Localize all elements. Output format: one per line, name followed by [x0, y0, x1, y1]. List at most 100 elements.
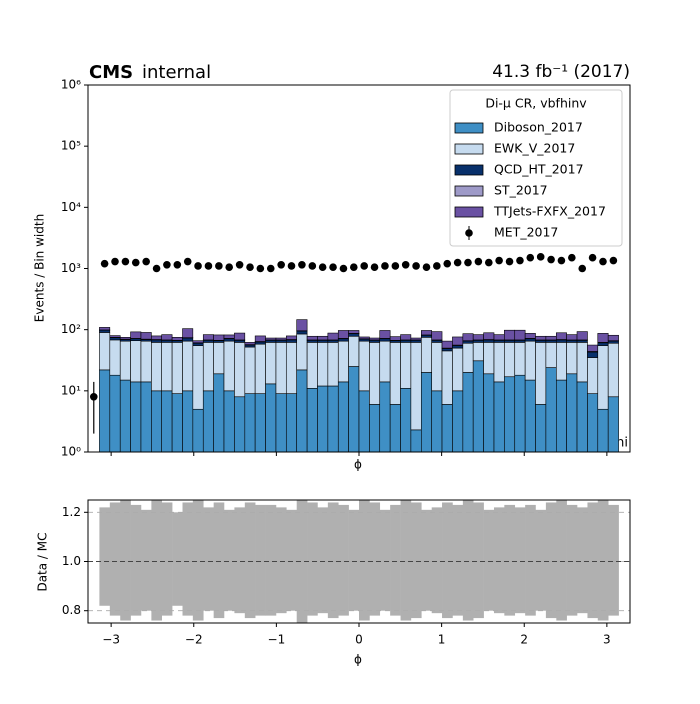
stack-bar — [494, 335, 504, 340]
data-point — [153, 265, 161, 273]
y-tick-label: 10⁵ — [61, 139, 81, 153]
stack-bar — [380, 330, 390, 338]
stack-bar — [317, 342, 327, 386]
stack-bar — [99, 327, 109, 330]
stack-bar — [442, 351, 452, 405]
stack-bar — [338, 382, 348, 452]
uncertainty-band — [349, 510, 360, 611]
stack-bar — [608, 397, 618, 452]
stack-bar — [577, 382, 587, 452]
uncertainty-band — [183, 502, 194, 615]
x-tick-label: 2 — [520, 633, 528, 647]
stack-bar — [162, 342, 172, 390]
stack-bar — [421, 337, 431, 372]
stack-bar — [421, 372, 431, 452]
stack-bar — [452, 391, 462, 452]
uncertainty-band — [535, 510, 546, 611]
stack-bar — [276, 340, 286, 342]
x-tick-label: −3 — [102, 633, 120, 647]
legend-label: EWK_V_2017 — [494, 141, 575, 156]
stack-bar — [411, 340, 421, 342]
stack-bar — [151, 340, 161, 342]
stack-bar — [172, 394, 182, 452]
stack-bar — [608, 341, 618, 343]
stack-bar — [359, 341, 369, 391]
stack-bar — [172, 342, 182, 393]
uncertainty-band — [203, 507, 214, 610]
data-point — [122, 258, 130, 266]
stack-bar — [224, 339, 234, 341]
stack-bar — [411, 338, 421, 340]
lumi-label: 41.3 fb⁻¹ (2017) — [492, 62, 630, 82]
stack-bar — [494, 340, 504, 342]
stack-bar — [432, 340, 442, 342]
stack-bar — [276, 394, 286, 452]
uncertainty-band — [131, 505, 142, 616]
stack-bar — [359, 391, 369, 452]
stack-bar — [286, 394, 296, 452]
stack-bar — [577, 340, 587, 342]
data-point — [412, 262, 420, 270]
data-point — [485, 259, 493, 267]
stack-bar — [110, 338, 120, 340]
stack-bar — [172, 337, 182, 340]
data-point — [329, 263, 337, 271]
legend-label: TTJets-FXFX_2017 — [493, 204, 606, 219]
stack-bar — [556, 380, 566, 452]
stack-bar — [183, 391, 193, 452]
stack-bar — [317, 336, 327, 340]
stack-bar — [401, 340, 411, 342]
stack-bar — [338, 330, 348, 338]
x-tick-label: 0 — [355, 633, 363, 647]
stack-bar — [255, 394, 265, 452]
data-point — [267, 265, 275, 273]
stack-bar — [349, 366, 359, 452]
x-axis-label: ϕ — [354, 458, 362, 472]
stack-bar — [245, 394, 255, 452]
data-point — [298, 261, 306, 269]
stack-bar — [141, 382, 151, 452]
data-point — [547, 256, 555, 264]
uncertainty-band — [380, 510, 391, 611]
uncertainty-band — [401, 500, 412, 621]
stack-bar — [504, 377, 514, 452]
stack-bar — [276, 338, 286, 340]
data-point — [443, 260, 451, 268]
stack-bar — [359, 337, 369, 339]
uncertainty-band — [317, 507, 328, 613]
data-point — [309, 262, 317, 270]
uncertainty-band — [463, 500, 474, 621]
stack-bar — [494, 382, 504, 452]
stack-bar — [224, 341, 234, 391]
data-point — [475, 258, 483, 266]
stack-bar — [151, 342, 161, 390]
stack-bar — [162, 340, 172, 342]
stack-bar — [598, 409, 608, 452]
uncertainty-band — [442, 502, 453, 618]
stack-bar — [328, 342, 338, 386]
uncertainty-band — [411, 502, 422, 618]
stack-bar — [255, 344, 265, 393]
stack-bar — [432, 342, 442, 390]
stack-bar — [286, 342, 296, 393]
stack-bar — [421, 330, 431, 334]
stack-bar — [369, 340, 379, 342]
data-point — [350, 263, 358, 271]
stack-bar — [535, 404, 545, 452]
stack-bar — [484, 340, 494, 342]
stack-bar — [266, 338, 276, 340]
uncertainty-band — [141, 510, 152, 611]
stack-bar — [131, 332, 141, 339]
stack-bar — [255, 342, 265, 344]
stack-bar — [504, 340, 514, 342]
stack-bar — [234, 342, 244, 396]
uncertainty-band — [452, 505, 463, 616]
stack-bar — [369, 342, 379, 404]
data-point — [381, 262, 389, 270]
stack-bar — [307, 342, 317, 388]
stack-bar — [567, 340, 577, 342]
uncertainty-band — [608, 505, 619, 616]
stack-bar — [411, 430, 421, 452]
uncertainty-band — [162, 502, 173, 615]
stack-bar — [328, 340, 338, 342]
